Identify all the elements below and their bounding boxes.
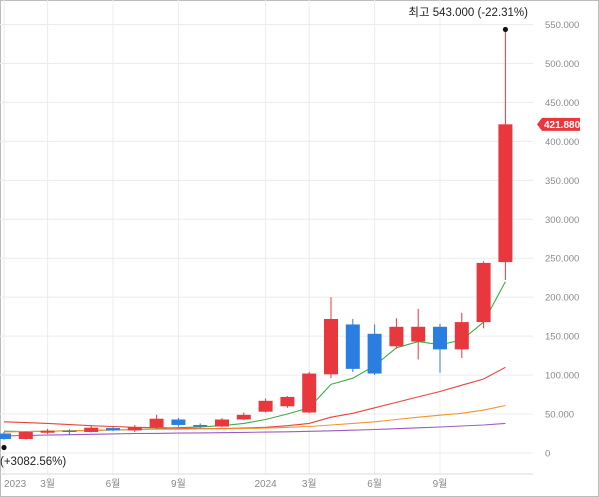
y-tick-label: 0 — [545, 449, 550, 460]
current-price-tag-shape — [537, 117, 580, 131]
current-price-label: 421.880 — [544, 120, 581, 131]
x-tick-label: 2024 — [254, 479, 277, 490]
ma-line-ma20 — [3, 404, 506, 433]
ma-line-ma60 — [3, 422, 506, 437]
candle-body — [127, 427, 142, 431]
candle[interactable] — [106, 426, 120, 432]
candle[interactable] — [367, 324, 382, 376]
x-tick-label: 3월 — [302, 478, 317, 490]
current-price-tag: 421.880 — [537, 117, 581, 131]
x-tick-label: 9월 — [171, 478, 186, 490]
candle-body — [106, 428, 120, 431]
candle[interactable] — [345, 318, 360, 372]
candle-body — [454, 322, 469, 350]
candle-body — [476, 262, 491, 323]
candle-body — [171, 419, 186, 425]
candle-body — [149, 418, 164, 428]
y-tick-label: 100.000 — [545, 371, 579, 382]
y-tick-label: 550.000 — [545, 20, 579, 31]
candle[interactable] — [476, 261, 491, 329]
candle[interactable] — [498, 29, 513, 281]
y-tick-label: 300.000 — [545, 215, 579, 226]
y-tick-label: 50.000 — [545, 410, 574, 421]
candles[interactable] — [0, 29, 513, 440]
candle-body — [0, 433, 11, 439]
candle[interactable] — [454, 312, 469, 358]
grid-lines — [0, 24, 533, 454]
low-marker — [1, 444, 7, 451]
x-axis-ticks: 2023 3월 6월 9월 2024 3월 6월 9월 — [4, 478, 447, 490]
candle-body — [258, 400, 273, 412]
candle[interactable] — [236, 412, 251, 421]
candle-body — [324, 318, 338, 375]
ma-line-ma10 — [3, 366, 506, 430]
moving-average-lines — [3, 281, 506, 437]
x-tick-label: 2023 — [4, 479, 27, 490]
candle[interactable] — [193, 423, 208, 429]
y-tick-label: 450.000 — [545, 98, 579, 109]
candle-body — [498, 124, 513, 263]
y-tick-label: 400.000 — [545, 137, 579, 148]
candle[interactable] — [18, 431, 33, 440]
candle-body — [411, 326, 426, 342]
candle-body — [193, 424, 208, 427]
x-tick-label: 6월 — [367, 478, 382, 490]
candle[interactable] — [0, 431, 11, 440]
candle[interactable] — [433, 323, 447, 373]
candle-body — [215, 419, 229, 427]
ma-line-ma5 — [3, 281, 506, 433]
candle[interactable] — [84, 425, 99, 433]
candle-body — [389, 326, 404, 347]
candle-body — [367, 333, 382, 374]
candle-body — [433, 326, 447, 350]
y-tick-label: 350.000 — [545, 176, 579, 187]
candle-body — [280, 396, 295, 407]
y-tick-label: 150.000 — [545, 332, 579, 343]
y-tick-label: 250.000 — [545, 254, 579, 265]
x-tick-label: 3월 — [40, 478, 55, 490]
candle[interactable] — [149, 414, 164, 429]
low-annotation: (+3082.56%) — [0, 456, 66, 468]
y-tick-label: 200.000 — [545, 293, 579, 304]
candle[interactable] — [215, 417, 229, 428]
candle[interactable] — [280, 396, 295, 408]
candle[interactable] — [127, 424, 142, 432]
candle-body — [345, 324, 360, 369]
candle-body — [302, 373, 317, 413]
candle-body — [62, 430, 77, 432]
candle[interactable] — [302, 371, 317, 414]
high-marker — [502, 26, 508, 33]
candle-body — [40, 430, 55, 433]
candle[interactable] — [258, 398, 273, 413]
candle-body — [84, 427, 99, 432]
y-tick-label: 500.000 — [545, 59, 579, 70]
candle[interactable] — [171, 417, 186, 427]
candle-body — [236, 414, 251, 420]
x-tick-label: 9월 — [433, 478, 448, 490]
high-annotation: 최고 543.000 (-22.31%) — [408, 6, 528, 19]
y-axis-ticks: 0 50.000 100.000 150.000 200.000 250.000 300.0… — [545, 20, 579, 460]
candle[interactable] — [411, 308, 426, 360]
candle[interactable] — [324, 297, 338, 379]
candle[interactable] — [389, 318, 404, 349]
x-tick-label: 6월 — [106, 478, 121, 490]
candle[interactable] — [62, 429, 77, 436]
candle[interactable] — [40, 428, 55, 434]
x-grid-lines — [0, 0, 533, 475]
candle-body — [18, 431, 33, 439]
